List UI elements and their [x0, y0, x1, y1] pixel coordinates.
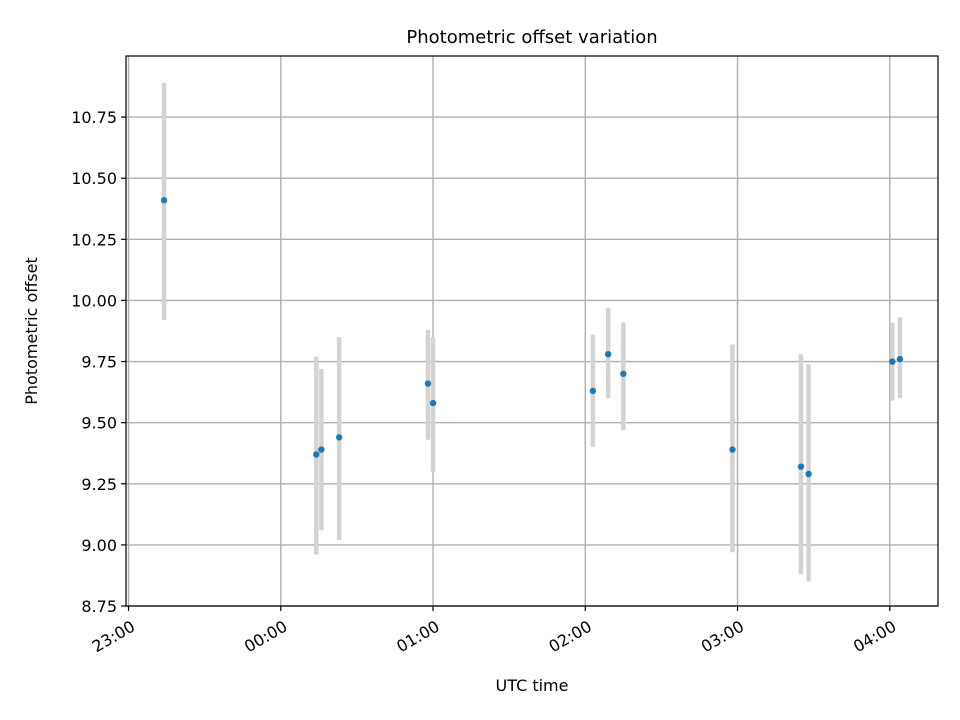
grid-lines — [126, 56, 938, 607]
y-tick-label: 9.75 — [81, 353, 117, 372]
y-axis: 8.75 9.00 9.25 9.50 9.75 10.00 10.25 10.50 10.75 — [71, 108, 126, 616]
x-tick-label: 03:00 — [698, 617, 747, 657]
data-point — [589, 387, 597, 395]
y-tick-label: 9.25 — [81, 475, 117, 494]
data-point — [797, 463, 805, 470]
data-point — [424, 380, 432, 387]
x-tick-label: 23:00 — [89, 617, 138, 657]
y-tick-label: 10.75 — [71, 108, 117, 127]
data-point — [620, 370, 627, 377]
y-tick-label: 10.25 — [71, 230, 117, 249]
y-axis-label: Photometric offset — [22, 257, 41, 405]
x-tick-label: 01:00 — [393, 617, 442, 657]
plot-frame — [125, 55, 939, 607]
x-axis-label: UTC time — [496, 676, 569, 695]
x-tick-label: 02:00 — [545, 617, 594, 657]
data-point — [335, 434, 343, 441]
data-point — [318, 446, 325, 453]
data-points — [160, 197, 904, 478]
chart-title: Photometric offset variation — [406, 27, 657, 48]
y-tick-label: 9.00 — [81, 536, 117, 555]
data-point — [160, 197, 168, 204]
data-point — [896, 355, 904, 363]
y-tick-label: 10.50 — [71, 169, 117, 188]
data-point — [604, 351, 612, 358]
error-bars — [161, 82, 903, 582]
y-tick-label: 9.50 — [81, 414, 117, 433]
y-tick-label: 8.75 — [81, 597, 117, 616]
x-tick-label: 00:00 — [241, 617, 290, 657]
data-point — [729, 446, 736, 453]
data-point — [805, 470, 812, 478]
data-point — [313, 451, 320, 458]
y-tick-label: 10.00 — [71, 291, 117, 310]
x-tick-label: 04:00 — [850, 617, 899, 657]
x-axis: 23:00 00:00 01:00 02:00 03:00 04:00 — [89, 606, 899, 657]
data-point — [429, 399, 437, 407]
data-point — [889, 358, 896, 365]
